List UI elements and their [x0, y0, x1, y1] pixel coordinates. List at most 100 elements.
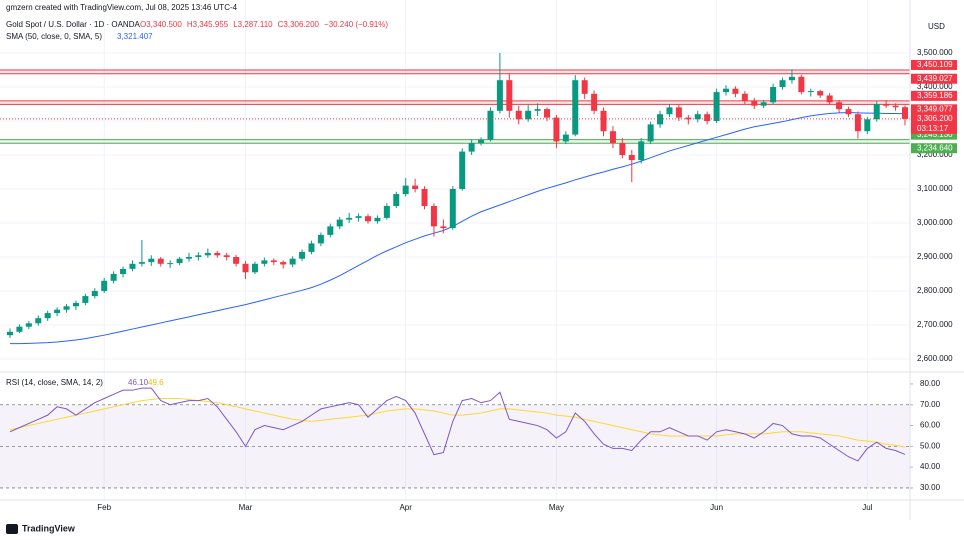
candle-body: [336, 219, 343, 227]
price-label-bg: [911, 143, 957, 154]
brand-logo: [6, 524, 18, 534]
y-tick-label: 2,800.000: [917, 286, 953, 295]
candle-body: [873, 103, 880, 120]
rsi-tick-label: 50.00: [920, 441, 941, 450]
candle-body: [383, 205, 390, 218]
candle-body: [478, 139, 485, 144]
candle-body: [572, 80, 579, 135]
candle-body: [619, 143, 626, 155]
currency: USD: [928, 22, 945, 31]
price-label-bg: [911, 113, 957, 134]
candle-body: [675, 107, 682, 118]
candle-body: [459, 151, 466, 189]
candle-body: [167, 263, 174, 265]
rsi-value: 46.10: [128, 378, 149, 387]
x-tick-label: Jul: [862, 503, 872, 512]
price-label-bg: [911, 73, 957, 84]
brand: TradingView: [22, 523, 76, 533]
candle-body: [421, 188, 428, 206]
candle-body: [525, 110, 532, 120]
candle-body: [138, 262, 145, 264]
candle-body: [864, 119, 871, 132]
candle-body: [251, 263, 258, 273]
candle-body: [779, 80, 786, 88]
y-tick-label: 3,000.000: [917, 218, 953, 227]
candle-body: [82, 296, 89, 303]
candle-body: [609, 131, 616, 144]
y-tick-label: 2,600.000: [917, 354, 953, 363]
candle-body: [854, 114, 861, 132]
rsi-tick-label: 30.00: [920, 483, 941, 492]
attribution: gmzern created with TradingView.com, Jul…: [6, 3, 238, 12]
candle-body: [54, 309, 61, 314]
candle-body: [412, 185, 419, 189]
candle-body: [346, 217, 353, 220]
ohlc-legend: O3,340.500 H3,345.955 L3,287.110 C3,306.200…: [140, 20, 388, 29]
price-label: 3,450.109: [917, 60, 953, 69]
candle-body: [506, 80, 513, 111]
candle-body: [845, 109, 852, 115]
candle-body: [449, 188, 456, 229]
candle-body: [647, 124, 654, 142]
ohlc-value: L3,287.110: [233, 20, 273, 29]
candle-body: [591, 93, 598, 111]
candle-body: [723, 88, 729, 93]
axes: 2,600.000 2,700.000 2,800.000 2,900.000 3,00…: [97, 48, 957, 512]
candle-body: [704, 114, 711, 121]
candle-body: [892, 105, 899, 108]
candle-body: [741, 93, 748, 101]
candle-body: [242, 263, 249, 273]
grid: [0, 0, 910, 500]
candle-body: [732, 88, 739, 94]
candle-body: [440, 226, 447, 229]
candle-body: [63, 306, 70, 310]
rsi-tick-label: 70.00: [920, 400, 941, 409]
x-tick-label: Jun: [710, 503, 723, 512]
candle-body: [148, 258, 155, 263]
rsi-legend: RSI (14, close, SMA, 14, 2): [6, 378, 103, 387]
candle-body: [515, 110, 522, 120]
candle-body: [817, 91, 824, 96]
candle-body: [261, 260, 268, 264]
candle-body: [544, 109, 550, 118]
candle-body: [101, 280, 108, 291]
candle-body: [280, 262, 287, 265]
last-price-label: 3,306.200: [917, 114, 953, 123]
candle-body: [327, 226, 334, 235]
candle-body: [223, 255, 230, 257]
ohlc-value: H3,345.955: [187, 20, 229, 29]
candle-body: [186, 256, 192, 259]
candle-body: [91, 290, 98, 297]
price-label: 3,359.186: [917, 91, 953, 100]
plot: [0, 53, 910, 462]
candle-body: [402, 185, 409, 195]
candle-body: [214, 252, 221, 256]
y-tick-label: 3,100.000: [917, 184, 953, 193]
candle-body: [7, 331, 13, 336]
sma-legend: SMA (50, close, 0, SMA, 5): [6, 32, 102, 41]
candle-body: [666, 107, 673, 115]
candle-body: [120, 268, 127, 274]
candle-body: [35, 318, 42, 324]
x-tick-label: Feb: [97, 503, 111, 512]
candle-body: [883, 103, 890, 106]
candle-body: [760, 102, 767, 106]
price-label-bg: [911, 129, 957, 140]
price-axis-bg: [910, 0, 964, 520]
candle-body: [25, 323, 32, 327]
candle-body: [638, 141, 645, 161]
candle-body: [16, 326, 23, 332]
y-tick-label: 2,900.000: [917, 252, 953, 261]
candle-body: [788, 76, 795, 81]
rsi-tick-label: 40.00: [920, 462, 941, 471]
candle-body: [270, 260, 277, 263]
price-label-bg: [911, 90, 957, 101]
price-label-bg: [911, 104, 957, 115]
sma-value: 3,321.407: [117, 32, 153, 41]
candle-body: [44, 313, 51, 319]
candle-body: [600, 110, 607, 132]
candle-body: [176, 258, 183, 264]
countdown: 03:13:17: [917, 124, 949, 133]
y-tick-label: 3,200.000: [917, 150, 953, 159]
